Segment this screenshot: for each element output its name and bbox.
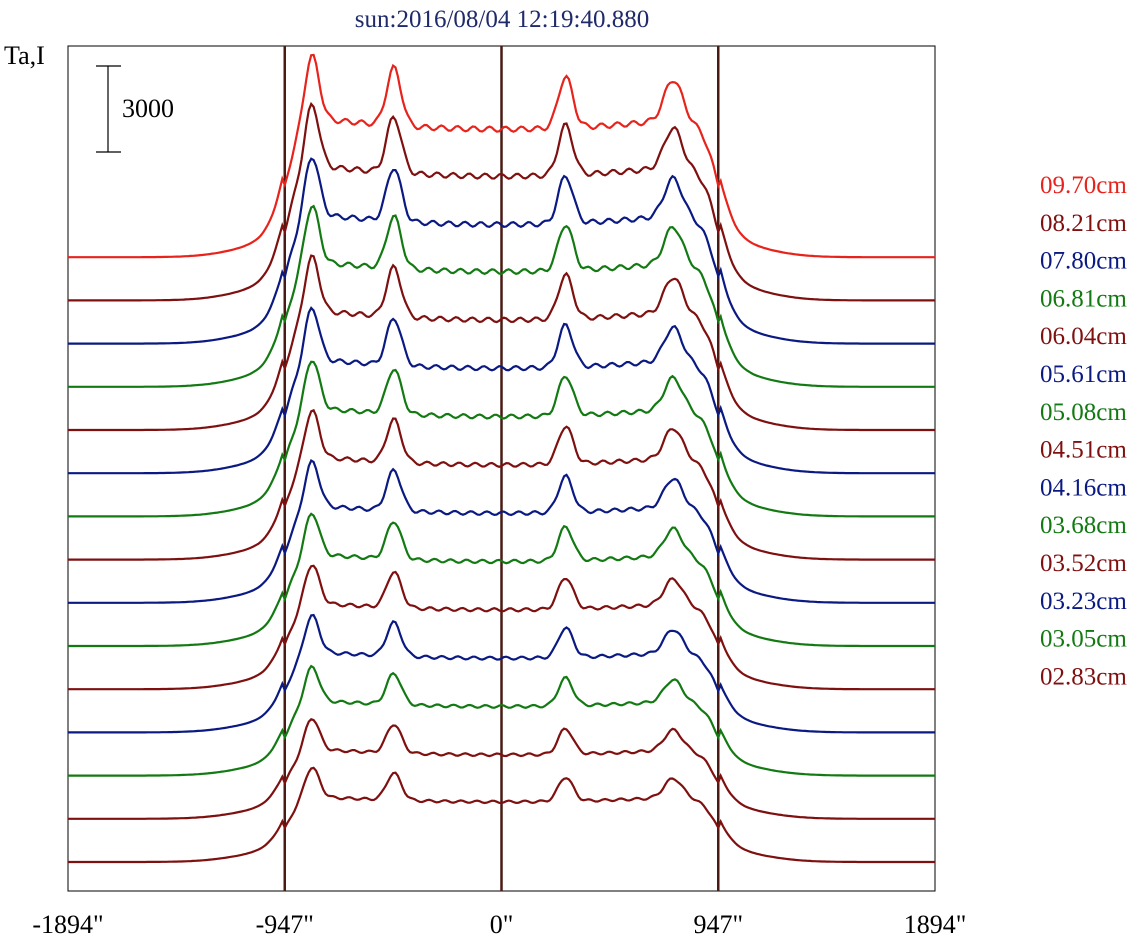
x-tick-labels: -1894" -947" 0" 947" 1894" — [32, 910, 966, 939]
legend-entry: 02.83cm — [1040, 663, 1127, 690]
scale-bar: 3000 — [96, 65, 174, 153]
x-tick-label: 0" — [490, 910, 514, 939]
series-line — [68, 360, 935, 518]
legend-entry: 08.21cm — [1040, 210, 1127, 237]
series-line — [68, 254, 935, 432]
legend-entry: 09.70cm — [1040, 172, 1127, 199]
legend: 09.70cm 08.21cm 07.80cm 06.81cm 06.04cm 05.61… — [1040, 172, 1127, 690]
x-tick-label: 947" — [693, 910, 743, 939]
series-line — [68, 766, 935, 864]
legend-entry: 03.68cm — [1040, 512, 1127, 539]
series-line — [68, 408, 935, 561]
x-tick-label: 1894" — [904, 910, 967, 939]
legend-entry: 05.61cm — [1040, 361, 1127, 388]
y-axis-label: Ta,I — [4, 41, 45, 70]
legend-entry: 07.80cm — [1040, 248, 1127, 275]
chart-title: sun:2016/08/04 12:19:40.880 — [355, 6, 649, 33]
series-line — [68, 512, 935, 648]
scale-bar-label: 3000 — [122, 94, 174, 123]
legend-entry: 03.23cm — [1040, 588, 1127, 615]
series-line — [68, 204, 935, 388]
legend-entry: 04.51cm — [1040, 437, 1127, 464]
series-line — [68, 101, 935, 302]
series-line — [68, 459, 935, 604]
legend-entry: 03.05cm — [1040, 626, 1127, 653]
legend-entry: 06.04cm — [1040, 323, 1127, 350]
series-line — [68, 664, 935, 777]
series-line — [68, 157, 935, 345]
series-line — [68, 306, 935, 475]
series-line — [68, 718, 935, 820]
series-lines — [68, 53, 935, 864]
legend-entry: 05.08cm — [1040, 399, 1127, 426]
legend-entry: 03.52cm — [1040, 550, 1127, 577]
legend-entry: 06.81cm — [1040, 285, 1127, 312]
series-line — [68, 53, 935, 259]
legend-entry: 04.16cm — [1040, 474, 1127, 501]
series-line — [68, 613, 935, 734]
x-tick-label: -1894" — [32, 910, 103, 939]
x-tick-label: -947" — [256, 910, 314, 939]
series-line — [68, 564, 935, 691]
